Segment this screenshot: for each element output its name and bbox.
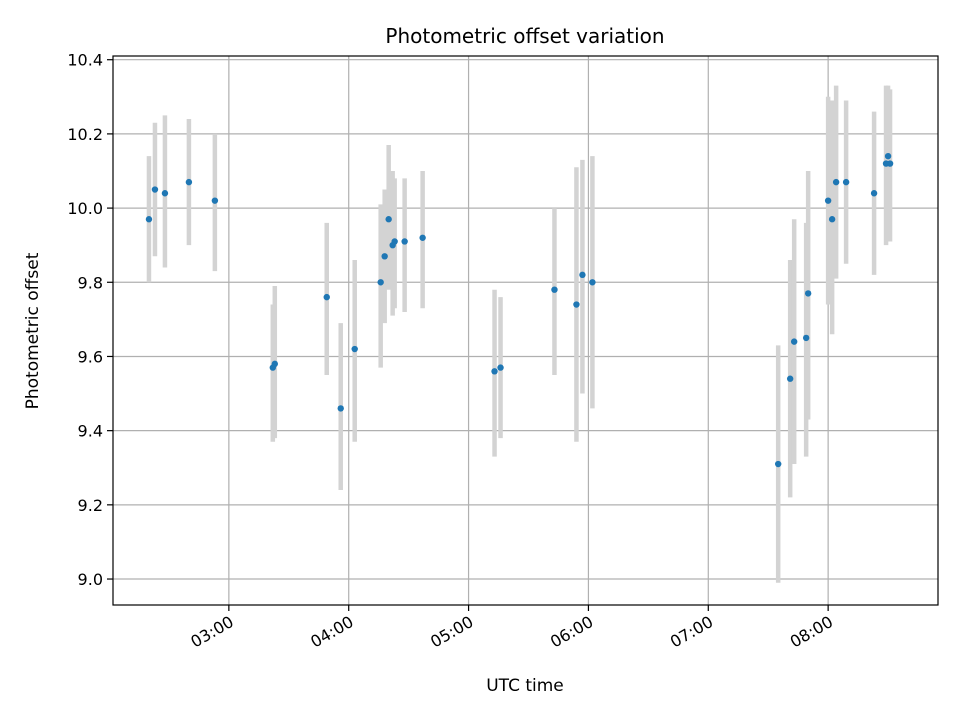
x-axis-title: UTC time xyxy=(486,676,564,696)
y-tick-label: 9.8 xyxy=(78,273,103,292)
data-points xyxy=(145,152,894,468)
chart-title: Photometric offset variation xyxy=(385,24,664,48)
data-point xyxy=(271,360,279,368)
y-tick-label: 9.4 xyxy=(78,422,103,441)
data-point xyxy=(573,301,580,308)
data-point xyxy=(145,216,153,223)
data-point xyxy=(786,375,794,382)
data-point xyxy=(401,238,408,245)
data-point xyxy=(842,178,850,186)
x-tick-label: 06:00 xyxy=(547,612,596,652)
x-tick-label: 05:00 xyxy=(427,612,476,652)
data-point xyxy=(391,238,398,245)
data-point xyxy=(790,338,798,345)
y-tick-label: 10.2 xyxy=(67,125,103,144)
data-point xyxy=(323,293,330,301)
data-point xyxy=(824,197,832,204)
y-tick-label: 9.6 xyxy=(78,347,103,366)
data-point xyxy=(185,178,193,186)
data-point xyxy=(774,460,782,468)
data-point xyxy=(579,271,586,279)
data-point xyxy=(385,216,392,223)
x-tick-label: 07:00 xyxy=(667,612,716,652)
grid xyxy=(113,56,938,605)
data-point xyxy=(804,290,812,297)
data-point xyxy=(337,405,344,412)
data-point xyxy=(802,334,810,342)
data-point xyxy=(161,190,169,197)
plot-frame xyxy=(112,55,939,606)
data-point xyxy=(828,216,836,223)
x-tick-label: 08:00 xyxy=(787,612,836,652)
data-point xyxy=(832,178,840,186)
x-tick-label: 03:00 xyxy=(187,612,236,652)
y-axis-title: Photometric offset xyxy=(23,252,43,409)
data-point xyxy=(351,345,358,353)
y-tick-label: 9.0 xyxy=(78,570,103,589)
data-point xyxy=(491,368,498,375)
data-point xyxy=(377,279,384,286)
data-point xyxy=(419,234,426,241)
y-tick-label: 10.4 xyxy=(67,51,103,70)
data-point xyxy=(870,190,878,197)
axis-ticks: 03:00 04:00 05:00 06:00 07:00 08:00 9.0 9.2 9.4 9… xyxy=(67,51,836,652)
data-point xyxy=(886,160,894,167)
data-point xyxy=(551,286,558,293)
data-point xyxy=(589,279,596,286)
y-tick-label: 10.0 xyxy=(67,199,103,218)
data-point xyxy=(497,364,504,371)
data-point xyxy=(381,253,388,260)
data-point xyxy=(211,197,219,204)
x-tick-label: 04:00 xyxy=(307,612,356,652)
data-point xyxy=(884,152,892,160)
y-tick-label: 9.2 xyxy=(78,496,103,515)
error-bars xyxy=(146,85,893,583)
data-point xyxy=(151,186,159,193)
